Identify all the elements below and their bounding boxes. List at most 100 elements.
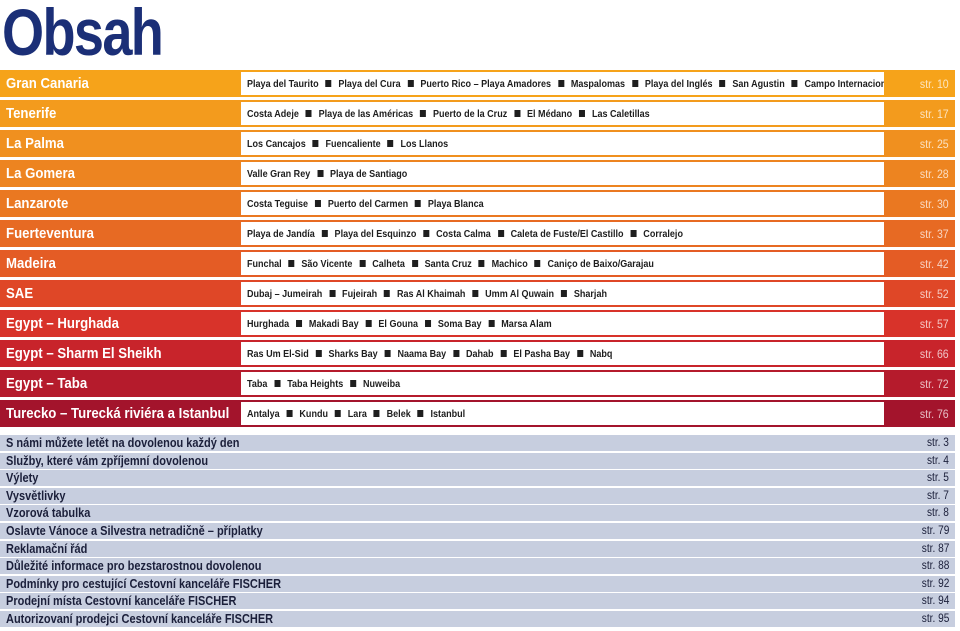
destination-row[interactable]: Lanzarote Costa Teguise Puerto del Carmen P… bbox=[0, 190, 955, 217]
destination-name[interactable]: Lanzarote bbox=[6, 195, 69, 212]
square-bullet-icon bbox=[321, 230, 328, 237]
place-name: Costa Calma bbox=[436, 227, 491, 240]
page-number[interactable]: str. 92 bbox=[921, 577, 949, 590]
general-row[interactable]: Podmínky pro cestující Cestovní kancelář… bbox=[0, 575, 955, 592]
place-name: Caleta de Fuste/El Castillo bbox=[510, 227, 624, 240]
destination-name[interactable]: Egypt – Taba bbox=[6, 375, 88, 392]
general-label[interactable]: S námi můžete letět na dovolenou každý d… bbox=[6, 436, 240, 450]
destination-row[interactable]: La Palma Los Cancajos Fuencaliente Los Llan… bbox=[0, 130, 955, 157]
general-row[interactable]: Služby, které vám zpříjemní dovolenou str… bbox=[0, 452, 955, 469]
square-bullet-icon bbox=[420, 110, 427, 117]
destination-places: Costa Teguise Puerto del Carmen Playa Blan… bbox=[241, 192, 884, 215]
general-label[interactable]: Výlety bbox=[6, 471, 39, 486]
general-row[interactable]: Oslavte Vánoce a Silvestra netradičně – … bbox=[0, 523, 955, 539]
square-bullet-icon bbox=[387, 140, 394, 147]
general-row[interactable]: S námi můžete letět na dovolenou každý d… bbox=[0, 435, 955, 451]
destination-row[interactable]: La Gomera Valle Gran Rey Playa de Santiago… bbox=[0, 160, 955, 187]
page-number[interactable]: str. 4 bbox=[927, 454, 949, 467]
page-number[interactable]: str. 3 bbox=[927, 437, 949, 449]
page-number[interactable]: str. 17 bbox=[920, 107, 949, 121]
general-label[interactable]: Vzorová tabulka bbox=[6, 506, 91, 521]
square-bullet-icon bbox=[305, 110, 312, 117]
general-row[interactable]: Výlety str. 5 bbox=[0, 470, 955, 487]
square-bullet-icon bbox=[274, 380, 281, 387]
general-label[interactable]: Oslavte Vánoce a Silvestra netradičně – … bbox=[6, 524, 263, 538]
general-row[interactable]: Autorizovaní prodejci Cestovní kanceláře… bbox=[0, 611, 955, 627]
destination-row[interactable]: Egypt – Hurghada Hurghada Makadi Bay El Gou… bbox=[0, 310, 955, 337]
square-bullet-icon bbox=[417, 410, 424, 417]
destination-row[interactable]: SAE Dubaj – Jumeirah Fujeirah Ras Al Khaima… bbox=[0, 280, 955, 307]
general-row[interactable]: Vzorová tabulka str. 8 bbox=[0, 505, 955, 522]
destination-row[interactable]: Gran Canaria Playa del Taurito Playa del C… bbox=[0, 70, 955, 97]
place-name: Antalya bbox=[247, 407, 280, 420]
page-number[interactable]: str. 95 bbox=[921, 613, 949, 625]
page-number[interactable]: str. 5 bbox=[927, 472, 949, 485]
destination-name[interactable]: La Palma bbox=[6, 135, 64, 152]
general-label[interactable]: Reklamační řád bbox=[6, 541, 88, 556]
destination-row[interactable]: Fuerteventura Playa de Jandía Playa del Es… bbox=[0, 220, 955, 247]
general-row[interactable]: Vysvětlivky str. 7 bbox=[0, 487, 955, 504]
page-number[interactable]: str. 72 bbox=[920, 377, 949, 391]
destination-row[interactable]: Egypt – Sharm El Sheikh Ras Um El-Sid Shar… bbox=[0, 340, 955, 367]
place-name: Ras Al Khaimah bbox=[396, 287, 466, 300]
place-name: Ras Um El-Sid bbox=[247, 347, 309, 360]
page-number[interactable]: str. 88 bbox=[921, 560, 949, 573]
page-number[interactable]: str. 42 bbox=[920, 257, 949, 271]
square-bullet-icon bbox=[514, 110, 521, 117]
place-name: El Gouna bbox=[378, 317, 419, 330]
destination-name[interactable]: Egypt – Hurghada bbox=[6, 315, 119, 332]
general-row[interactable]: Důležité informace pro bezstarostnou dov… bbox=[0, 558, 955, 575]
page-number[interactable]: str. 87 bbox=[921, 542, 949, 555]
square-bullet-icon bbox=[630, 230, 637, 237]
destination-name[interactable]: Gran Canaria bbox=[6, 75, 89, 92]
place-name: Costa Teguise bbox=[247, 197, 309, 210]
place-name: Marsa Alam bbox=[501, 317, 552, 330]
general-label[interactable]: Podmínky pro cestující Cestovní kancelář… bbox=[6, 576, 282, 591]
page-number[interactable]: str. 25 bbox=[920, 137, 949, 151]
destination-places: Playa de Jandía Playa del Esquinzo Costa C… bbox=[241, 222, 884, 245]
square-bullet-icon bbox=[325, 80, 332, 87]
page-number[interactable]: str. 66 bbox=[920, 347, 949, 361]
place-name: Playa del Taurito bbox=[247, 77, 319, 90]
place-name: Nabq bbox=[589, 347, 613, 360]
page-number[interactable]: str. 8 bbox=[927, 507, 949, 520]
destination-places: Ras Um El-Sid Sharks Bay Naama Bay Dahab El … bbox=[241, 342, 884, 365]
destination-name[interactable]: Madeira bbox=[6, 255, 56, 272]
destination-name[interactable]: Egypt – Sharm El Sheikh bbox=[6, 345, 162, 362]
page-number[interactable]: str. 10 bbox=[920, 77, 949, 91]
place-name: Playa del Cura bbox=[338, 77, 401, 90]
destination-places: Costa Adeje Playa de las Américas Puerto d… bbox=[241, 102, 884, 125]
place-name: Kundu bbox=[299, 407, 329, 420]
page-number[interactable]: str. 52 bbox=[920, 287, 949, 301]
place-name: Taba bbox=[247, 377, 268, 390]
destination-name[interactable]: Tenerife bbox=[6, 105, 57, 122]
destination-row[interactable]: Madeira Funchal São Vicente Calheta Santa Cr… bbox=[0, 250, 955, 277]
general-label[interactable]: Důležité informace pro bezstarostnou dov… bbox=[6, 559, 262, 574]
page-number[interactable]: str. 79 bbox=[921, 525, 949, 537]
destination-name[interactable]: Turecko – Turecká riviéra a Istanbul bbox=[6, 405, 230, 422]
general-row[interactable]: Reklamační řád str. 87 bbox=[0, 540, 955, 557]
page-number[interactable]: str. 57 bbox=[920, 317, 949, 331]
place-name: Playa de Jandía bbox=[247, 227, 315, 240]
destination-name[interactable]: Fuerteventura bbox=[6, 225, 95, 242]
destination-places: Funchal São Vicente Calheta Santa Cruz Machi… bbox=[241, 252, 884, 275]
destination-name[interactable]: SAE bbox=[6, 285, 34, 302]
page-number[interactable]: str. 30 bbox=[920, 197, 949, 211]
page-number[interactable]: str. 37 bbox=[920, 227, 949, 241]
general-label[interactable]: Vysvětlivky bbox=[6, 488, 66, 503]
page-number[interactable]: str. 7 bbox=[927, 489, 949, 502]
destination-row[interactable]: Tenerife Costa Adeje Playa de las Américas… bbox=[0, 100, 955, 127]
destination-name[interactable]: La Gomera bbox=[6, 165, 75, 182]
page-number[interactable]: str. 28 bbox=[920, 167, 949, 181]
place-name: Playa de Santiago bbox=[330, 167, 408, 180]
place-name: Las Caletillas bbox=[591, 107, 650, 120]
general-label[interactable]: Služby, které vám zpříjemní dovolenou bbox=[6, 453, 209, 468]
general-label[interactable]: Autorizovaní prodejci Cestovní kanceláře… bbox=[6, 612, 274, 626]
destination-places: Los Cancajos Fuencaliente Los Llanos bbox=[241, 132, 884, 155]
general-label[interactable]: Prodejní místa Cestovní kanceláře FISCHE… bbox=[6, 594, 237, 609]
page-number[interactable]: str. 94 bbox=[921, 595, 949, 608]
destination-row[interactable]: Egypt – Taba Taba Taba Heights Nuweiba str. … bbox=[0, 370, 955, 397]
destination-row[interactable]: Turecko – Turecká riviéra a Istanbul Anta… bbox=[0, 400, 955, 427]
page-number[interactable]: str. 76 bbox=[920, 407, 949, 421]
general-row[interactable]: Prodejní místa Cestovní kanceláře FISCHE… bbox=[0, 593, 955, 610]
